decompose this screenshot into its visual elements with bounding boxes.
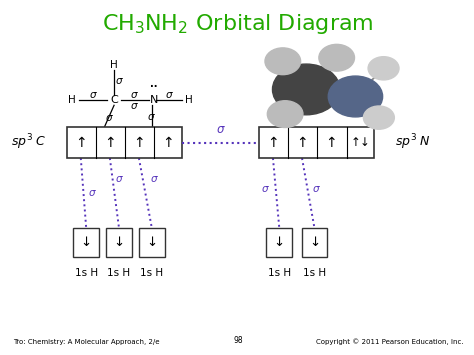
Text: CH$_3$NH$_2$ Orbital Diagram: CH$_3$NH$_2$ Orbital Diagram — [102, 12, 374, 36]
Circle shape — [319, 44, 355, 71]
Text: ..: .. — [150, 79, 158, 89]
Text: $\sigma$: $\sigma$ — [90, 90, 98, 100]
Text: ↑: ↑ — [325, 136, 337, 149]
Bar — [301, 228, 328, 257]
Text: $\sigma$: $\sigma$ — [216, 123, 225, 136]
Text: ↓: ↓ — [359, 136, 369, 149]
Text: 1s H: 1s H — [108, 268, 130, 278]
Text: $\sigma$: $\sigma$ — [312, 185, 321, 195]
Text: 1s H: 1s H — [268, 268, 291, 278]
Bar — [139, 228, 164, 257]
Text: 1s H: 1s H — [303, 268, 326, 278]
Text: Tro: Chemistry: A Molecular Approach, 2/e: Tro: Chemistry: A Molecular Approach, 2/… — [13, 339, 160, 345]
Text: ↓: ↓ — [309, 236, 320, 249]
Text: 1s H: 1s H — [140, 268, 164, 278]
Text: ↑: ↑ — [351, 136, 361, 149]
Text: ↑: ↑ — [162, 136, 174, 149]
Bar — [73, 228, 99, 257]
Text: $sp^3$ C: $sp^3$ C — [10, 133, 46, 152]
Circle shape — [273, 64, 340, 115]
Text: ↑: ↑ — [296, 136, 308, 149]
Bar — [266, 228, 292, 257]
Text: H: H — [99, 127, 106, 137]
Bar — [67, 127, 182, 158]
Text: ↓: ↓ — [273, 236, 285, 249]
Text: N: N — [150, 95, 158, 105]
Text: $\sigma$: $\sigma$ — [115, 76, 124, 86]
Text: ↓: ↓ — [81, 236, 92, 249]
Text: $\sigma$: $\sigma$ — [130, 90, 138, 100]
Text: 1s H: 1s H — [74, 268, 98, 278]
Text: $\sigma$: $\sigma$ — [150, 174, 159, 184]
Text: C: C — [110, 95, 118, 105]
Text: ↓: ↓ — [113, 236, 125, 249]
Text: $\sigma$: $\sigma$ — [130, 101, 138, 111]
Text: ↑: ↑ — [75, 136, 87, 149]
Text: Copyright © 2011 Pearson Education, Inc.: Copyright © 2011 Pearson Education, Inc. — [316, 338, 463, 345]
Circle shape — [368, 57, 399, 80]
Circle shape — [328, 76, 383, 117]
Text: 98: 98 — [234, 336, 243, 345]
Text: H: H — [68, 95, 76, 105]
Bar — [106, 228, 132, 257]
Text: $\sigma$: $\sigma$ — [165, 90, 174, 100]
Text: ↓: ↓ — [146, 236, 157, 249]
Circle shape — [364, 106, 394, 129]
Text: $\sigma$: $\sigma$ — [115, 174, 124, 184]
Text: ↑: ↑ — [267, 136, 279, 149]
Text: $\sigma$: $\sigma$ — [261, 185, 270, 195]
Text: ↑: ↑ — [133, 136, 145, 149]
Text: $\sigma$: $\sigma$ — [147, 112, 156, 122]
Text: $sp^3$ N: $sp^3$ N — [395, 133, 431, 152]
Text: H: H — [110, 60, 118, 70]
Text: ↑: ↑ — [104, 136, 116, 149]
Circle shape — [267, 101, 303, 127]
Text: $\sigma$: $\sigma$ — [105, 113, 114, 123]
Bar — [259, 127, 374, 158]
Text: H: H — [148, 127, 155, 137]
Circle shape — [265, 48, 301, 75]
Text: H: H — [185, 95, 193, 105]
Text: $\sigma$: $\sigma$ — [89, 188, 97, 198]
